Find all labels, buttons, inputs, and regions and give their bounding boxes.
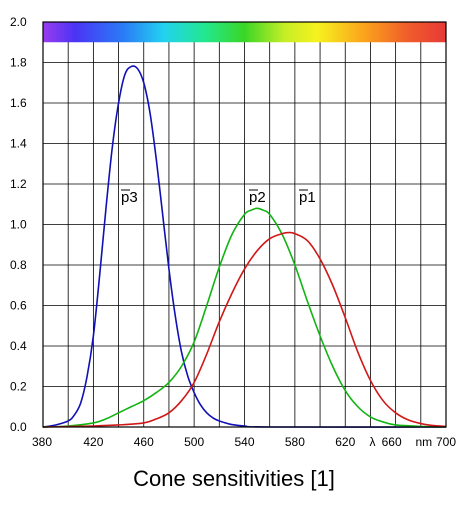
y-tick-label: 1.8 (10, 56, 27, 70)
y-axis-ticks: 0.0 0.2 0.4 0.6 0.8 1.0 1.2 1.4 1.6 1.8 2.0 (10, 15, 27, 434)
series-line-p3 (42, 65, 447, 428)
x-tick-label: 500 (184, 435, 204, 449)
x-axis-label: λ (369, 435, 375, 449)
x-tick-label: 620 (335, 435, 355, 449)
cone-sensitivity-chart: 0.0 0.2 0.4 0.6 0.8 1.0 1.2 1.4 1.6 1.8 2.0 380 420… (10, 15, 456, 449)
y-tick-label: 1.0 (10, 218, 27, 232)
series-line-p2 (42, 207, 447, 428)
x-tick-label: 700 (436, 435, 456, 449)
x-tick-label: 460 (134, 435, 154, 449)
series-labels: p3 p2 p1 (121, 189, 316, 206)
y-tick-label: 0.2 (10, 380, 27, 394)
x-tick-label: 580 (285, 435, 305, 449)
x-axis-unit: nm (415, 435, 432, 449)
series-label-p3: p3 (121, 189, 138, 206)
series-layer (42, 65, 447, 428)
y-tick-label: 1.2 (10, 177, 27, 191)
grid (43, 22, 446, 427)
y-tick-label: 0.8 (10, 258, 27, 272)
y-tick-label: 1.6 (10, 96, 27, 110)
y-tick-label: 0.0 (10, 420, 27, 434)
x-axis-ticks: 380 420 460 500 540 580 620 λ 660 nm 700 (32, 435, 456, 449)
y-tick-label: 2.0 (10, 15, 27, 29)
series-label-p1: p1 (299, 189, 316, 206)
y-tick-label: 0.6 (10, 299, 27, 313)
spectrum-color-bar (43, 22, 446, 43)
x-tick-label: 380 (32, 435, 52, 449)
y-tick-label: 0.4 (10, 339, 27, 353)
x-tick-label: 660 (382, 435, 402, 449)
series-label-p2: p2 (249, 189, 266, 206)
x-tick-label: 420 (83, 435, 103, 449)
plot-frame (42, 21, 447, 428)
y-tick-label: 1.4 (10, 137, 27, 151)
x-tick-label: 540 (234, 435, 254, 449)
chart-caption: Cone sensitivities [1] (133, 466, 335, 491)
series-line-p1 (42, 231, 447, 428)
